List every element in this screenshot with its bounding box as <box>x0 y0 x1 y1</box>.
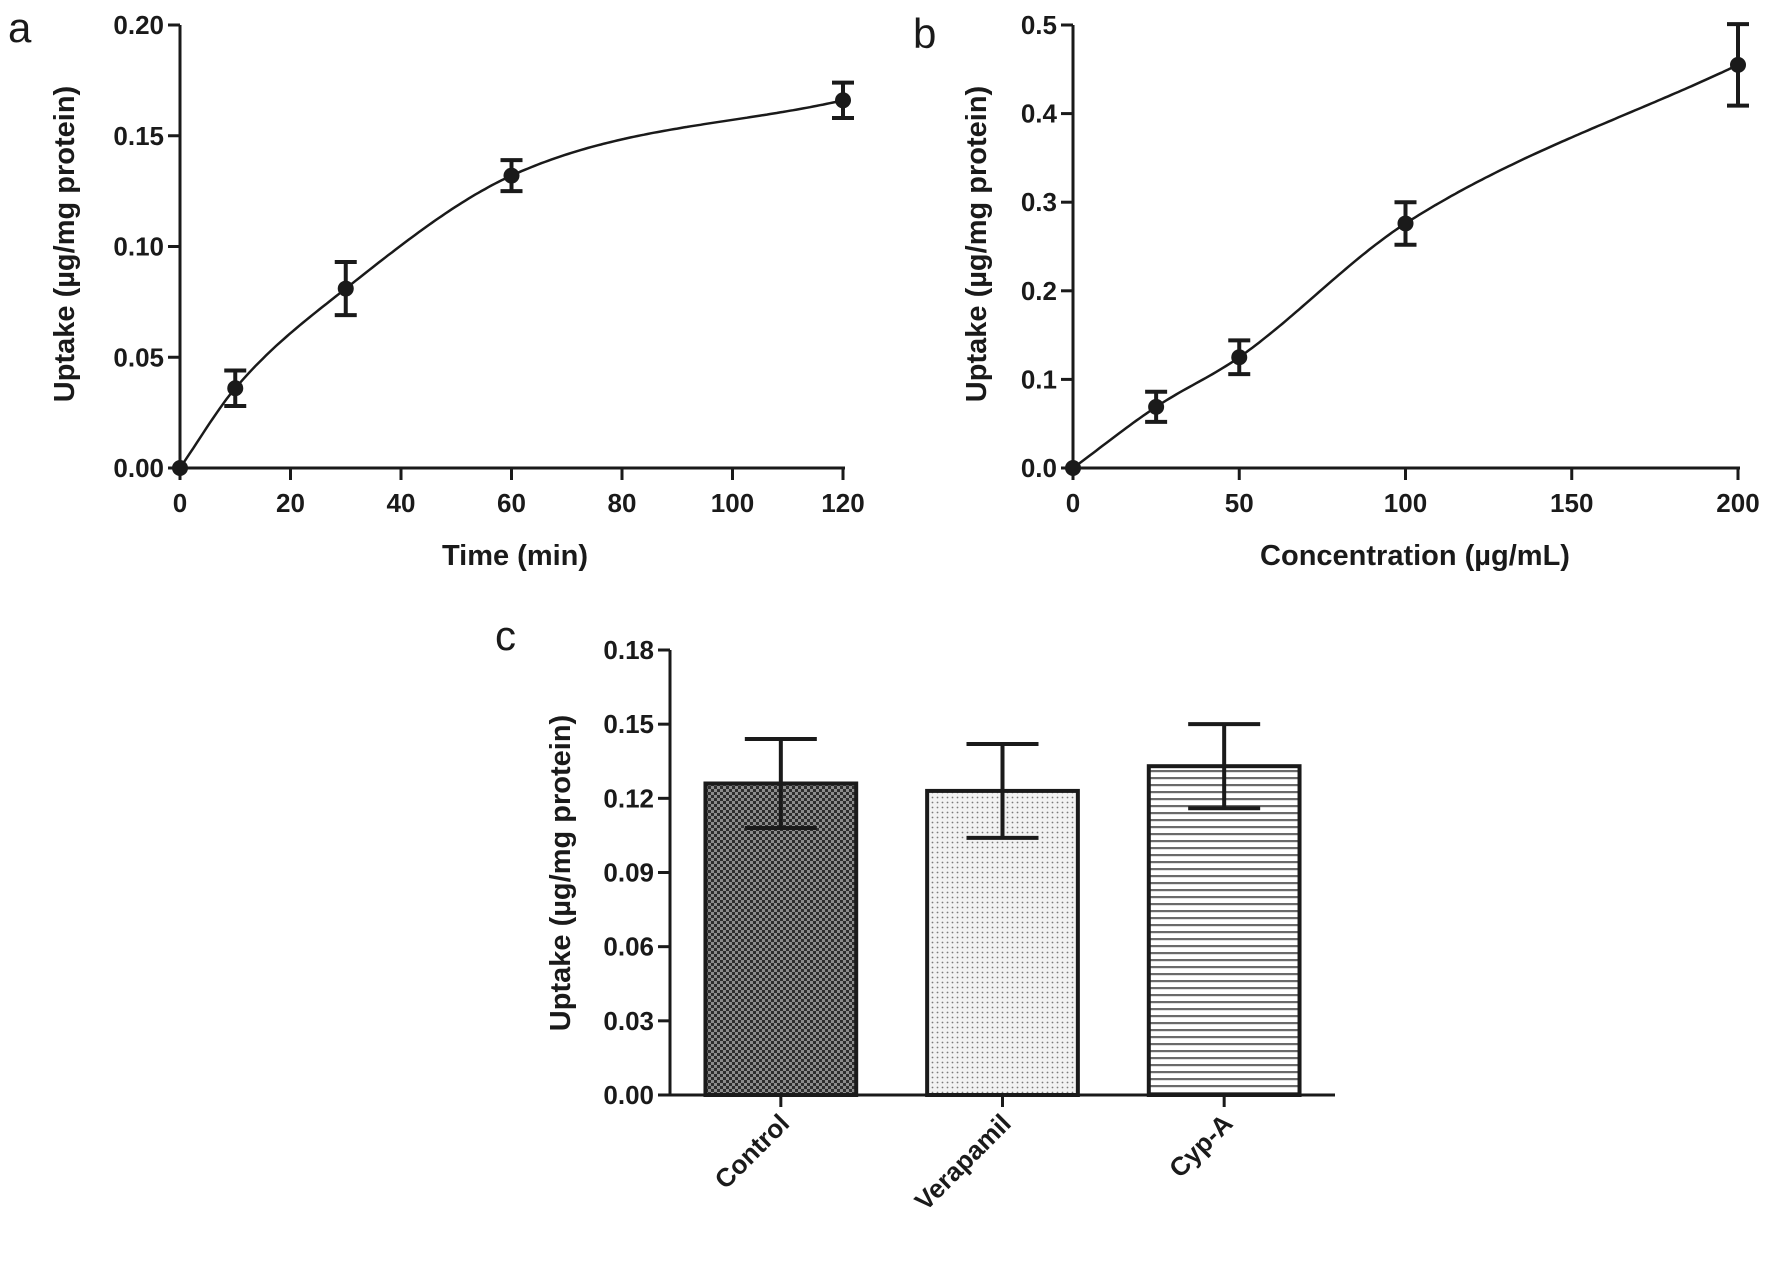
panel-b-data-point <box>1397 215 1414 232</box>
panel-a-x-tick-label: 80 <box>608 488 637 518</box>
panel-c-y-tick-label: 0.03 <box>603 1006 654 1036</box>
panel-b-y-tick-label: 0.1 <box>1021 364 1057 394</box>
panel-b-x-axis-title: Concentration (µg/mL) <box>1260 540 1570 572</box>
panel-b-x-tick-label: 100 <box>1384 488 1427 518</box>
panel-b-y-tick-label: 0.2 <box>1021 276 1057 306</box>
panel-c-bar-verapamil <box>925 788 1080 1098</box>
panel-c-y-tick-label: 0.06 <box>603 932 654 962</box>
panel-b-fit-curve <box>1072 63 1739 469</box>
panel-b-x-tick-label: 0 <box>1066 488 1080 518</box>
panel-a-x-tick-label: 20 <box>276 488 305 518</box>
panel-c-bars <box>703 764 1302 1098</box>
panel-a-y-tick-label: 0.20 <box>113 10 164 40</box>
panel-a-x-tick-label: 60 <box>497 488 526 518</box>
panel-a-y-axis-title: Uptake (µg/mg protein) <box>49 86 81 402</box>
panel-c-x-tick-label: Cyp-A <box>1163 1108 1239 1184</box>
panel-b-y-axis-title: Uptake (µg/mg protein) <box>961 86 993 402</box>
panel-c-y-axis-title: Uptake (µg/mg protein) <box>545 715 577 1031</box>
panel-a-y-tick-label: 0.00 <box>113 453 164 483</box>
panel-b-y-tick-label: 0.3 <box>1021 187 1057 217</box>
panel-a-fit-line <box>178 99 844 469</box>
panel-b-letter: b <box>913 10 936 57</box>
panel-a-y-tick-label: 0.05 <box>113 342 164 372</box>
panel-c-bar-chart: 0.00 0.03 0.06 0.09 0.12 0.15 0.18 Control Verap… <box>545 635 1335 1216</box>
panel-b-data-point <box>1231 349 1248 366</box>
panel-a-data-point <box>172 460 188 476</box>
panel-c-y-tick-label: 0.09 <box>603 858 654 888</box>
panel-a-y-tick-label: 0.10 <box>113 232 164 262</box>
panel-a-x-tick-label: 120 <box>821 488 864 518</box>
panel-c-y-tick-label: 0.18 <box>603 635 654 665</box>
panel-b-y-tick-label: 0.0 <box>1021 453 1057 483</box>
panel-a-time-plot: 0 20 40 60 80 100 120 0.00 0.05 0.10 0.15 0.20 Time… <box>49 10 865 572</box>
panel-b-fit-line <box>1072 63 1739 469</box>
panel-c-bar-cyp-a <box>1146 764 1302 1097</box>
panel-b-data-point <box>1730 56 1746 73</box>
panel-a-x-tick-label: 100 <box>711 488 754 518</box>
panel-c-y-tick-label: 0.15 <box>603 709 654 739</box>
panel-c-error-bars <box>744 722 1261 840</box>
panel-a-data-point <box>503 167 520 184</box>
panel-b-data-point <box>1148 398 1165 415</box>
panel-a-data-point <box>227 380 244 397</box>
panel-a-y-tick-label: 0.15 <box>113 121 164 151</box>
panel-a-x-tick-label: 40 <box>387 488 416 518</box>
panel-c-bar-control <box>703 781 859 1097</box>
panel-a-data-points <box>172 80 854 476</box>
panel-a-x-axis-title: Time (min) <box>442 540 588 572</box>
panel-a-axes <box>178 25 845 470</box>
panel-b-ticks: 0 50 100 150 200 0.0 0.1 0.2 0.3 0.4 0.5 <box>1021 10 1760 518</box>
panel-a-ticks: 0 20 40 60 80 100 120 0.00 0.05 0.10 0.15 0.20 <box>113 10 864 518</box>
panel-c-ticks: 0.00 0.03 0.06 0.09 0.12 0.15 0.18 Control Verap… <box>603 635 1238 1216</box>
panel-c-y-tick-label: 0.00 <box>603 1080 654 1110</box>
panel-a-data-point <box>337 280 354 297</box>
panel-b-x-tick-label: 150 <box>1550 488 1593 518</box>
panel-a-x-tick-label: 0 <box>173 488 187 518</box>
panel-b-x-tick-label: 200 <box>1716 488 1759 518</box>
panel-b-y-tick-label: 0.5 <box>1021 10 1057 40</box>
panel-c-x-tick-label: Verapamil <box>909 1108 1017 1216</box>
panel-b-axes <box>1071 25 1740 470</box>
panel-a-fit-curve <box>178 99 844 469</box>
panel-b-x-tick-label: 50 <box>1225 488 1254 518</box>
panel-c-y-tick-label: 0.12 <box>603 783 654 813</box>
panel-b-data-point <box>1065 460 1081 476</box>
panel-a-letter: a <box>8 4 32 51</box>
panel-c-letter: c <box>495 612 516 659</box>
panel-b-y-tick-label: 0.4 <box>1021 99 1058 129</box>
panel-b-data-points <box>1065 22 1749 476</box>
panel-c-x-tick-label: Control <box>709 1108 796 1195</box>
panel-b-concentration-plot: 0 50 100 150 200 0.0 0.1 0.2 0.3 0.4 0.5 Concentra… <box>961 10 1760 572</box>
panel-a-data-point <box>835 92 851 109</box>
